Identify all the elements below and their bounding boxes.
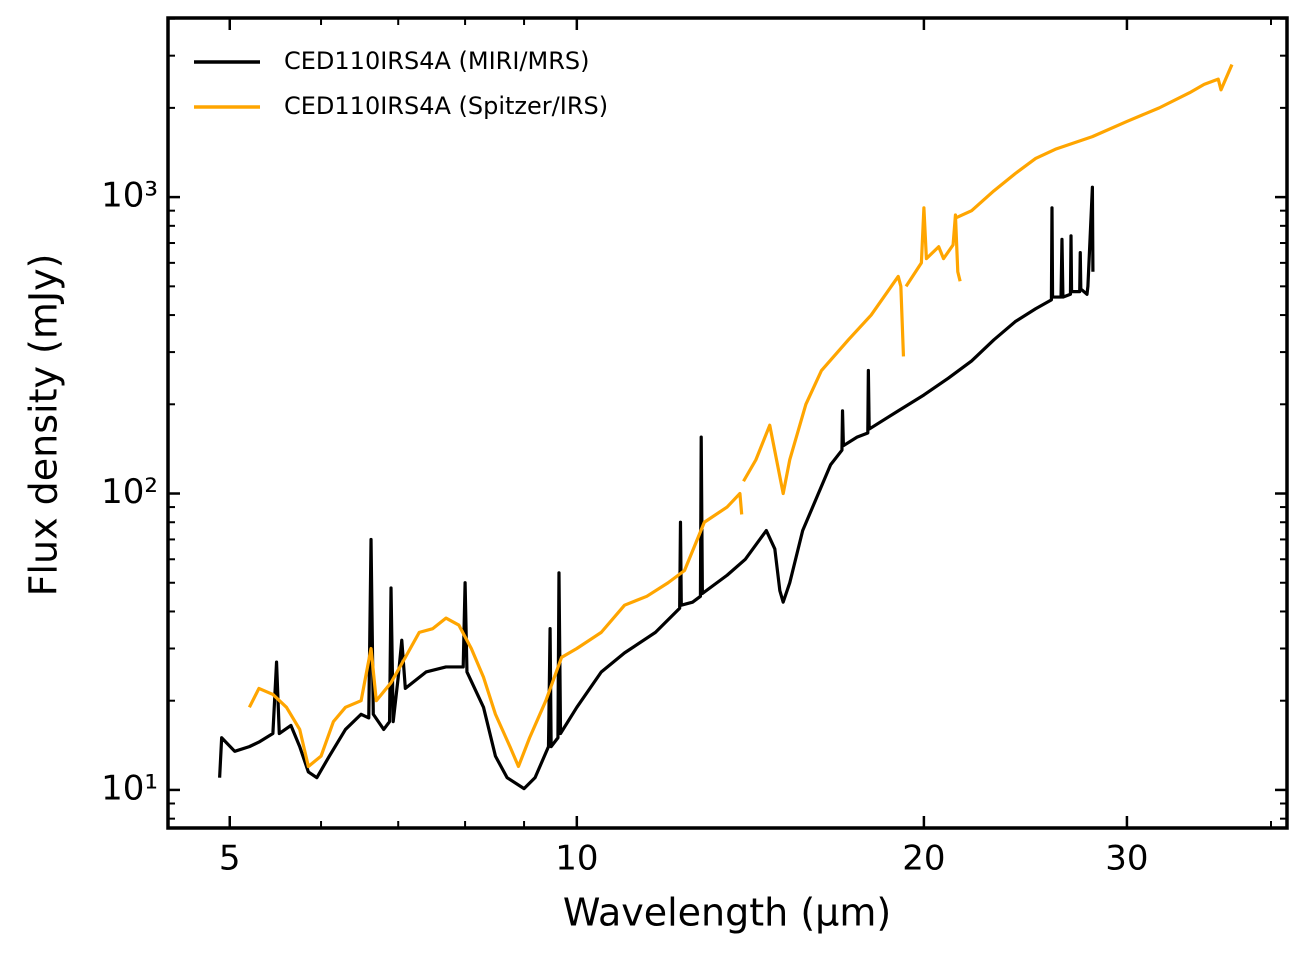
x-tick-label: 5 [219,839,241,879]
y-tick-label: 10¹ [101,768,158,808]
x-tick-label: 30 [1105,839,1148,879]
legend-label: CED110IRS4A (MIRI/MRS) [284,47,589,75]
series-line [247,63,1234,769]
x-tick-label: 20 [902,839,945,879]
legend-label: CED110IRS4A (Spitzer/IRS) [284,92,608,120]
x-tick-label: 10 [555,839,598,879]
plot-frame [166,16,1289,830]
y-tick-label: 10³ [101,176,158,216]
series-line [218,185,1095,791]
y-tick-label: 10² [101,472,158,512]
y-axis-title: Flux density (mJy) [22,254,66,597]
x-axis-title: Wavelength (µm) [563,891,891,935]
